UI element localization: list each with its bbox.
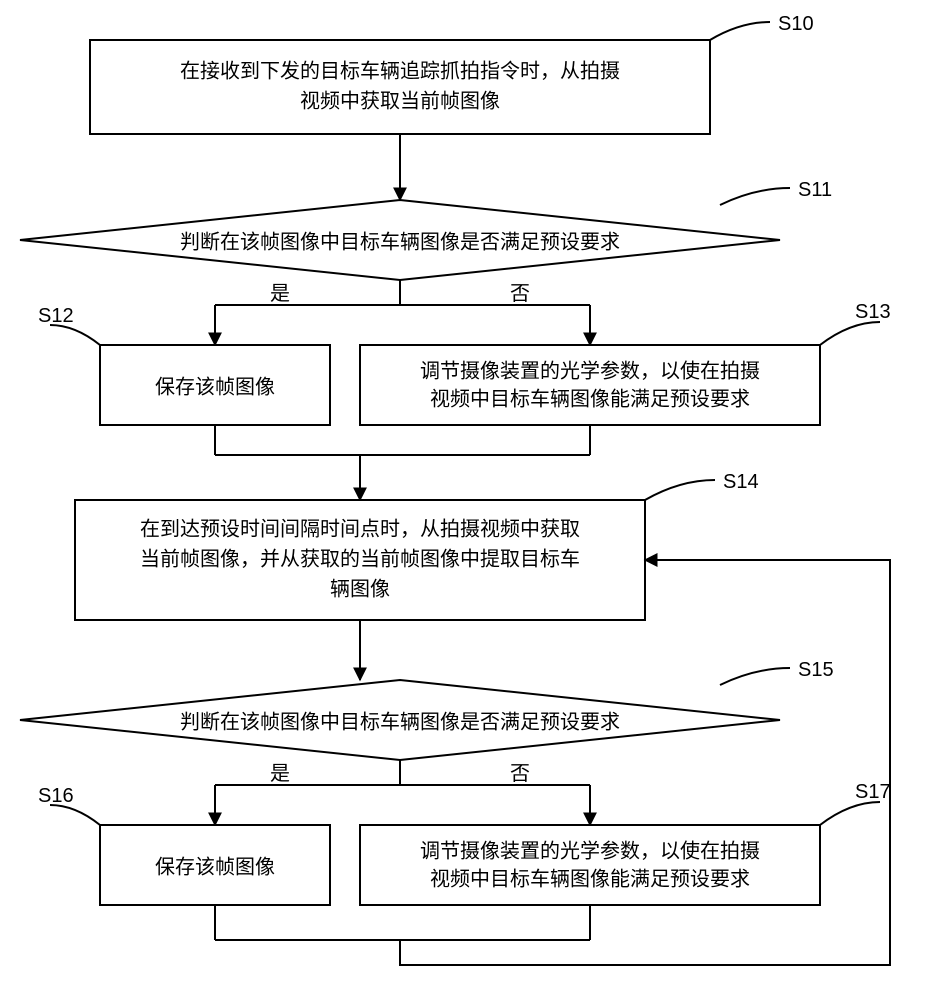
node-s13 — [360, 345, 820, 425]
node-s10-line1: 在接收到下发的目标车辆追踪抓拍指令时，从拍摄 — [180, 59, 620, 82]
label-s15: S15 — [798, 659, 834, 681]
node-s11-line1: 判断在该帧图像中目标车辆图像是否满足预设要求 — [180, 230, 620, 253]
callout-s14 — [645, 480, 715, 500]
branch-no-1: 否 — [510, 283, 530, 305]
label-s13: S13 — [855, 301, 891, 323]
node-s15-line1: 判断在该帧图像中目标车辆图像是否满足预设要求 — [180, 710, 620, 733]
node-s14-line3: 辆图像 — [330, 577, 390, 600]
label-s10: S10 — [778, 13, 814, 35]
branch-yes-1: 是 — [270, 283, 290, 305]
node-s12-line1: 保存该帧图像 — [155, 375, 275, 398]
label-s11: S11 — [798, 179, 832, 201]
label-s16: S16 — [38, 785, 74, 807]
label-s12: S12 — [38, 305, 74, 327]
node-s14-line1: 在到达预设时间间隔时间点时，从拍摄视频中获取 — [140, 517, 580, 540]
node-s13-line1: 调节摄像装置的光学参数，以使在拍摄 — [420, 359, 760, 382]
callout-s16 — [50, 805, 100, 825]
node-s17-line2: 视频中目标车辆图像能满足预设要求 — [430, 867, 750, 890]
node-s17-line1: 调节摄像装置的光学参数，以使在拍摄 — [420, 839, 760, 862]
callout-s12 — [50, 325, 100, 345]
node-s10-line2: 视频中获取当前帧图像 — [300, 89, 500, 112]
label-s14: S14 — [723, 471, 759, 493]
branch-yes-2: 是 — [270, 763, 290, 785]
branch-no-2: 否 — [510, 763, 530, 785]
callout-s10 — [710, 22, 770, 40]
node-s17 — [360, 825, 820, 905]
callout-s13 — [820, 322, 880, 345]
callout-s17 — [820, 802, 880, 825]
callout-s11 — [720, 188, 790, 205]
label-s17: S17 — [855, 781, 891, 803]
node-s16-line1: 保存该帧图像 — [155, 855, 275, 878]
callout-s15 — [720, 668, 790, 685]
node-s10 — [90, 40, 710, 134]
node-s14-line2: 当前帧图像，并从获取的当前帧图像中提取目标车 — [140, 547, 580, 570]
node-s13-line2: 视频中目标车辆图像能满足预设要求 — [430, 387, 750, 410]
